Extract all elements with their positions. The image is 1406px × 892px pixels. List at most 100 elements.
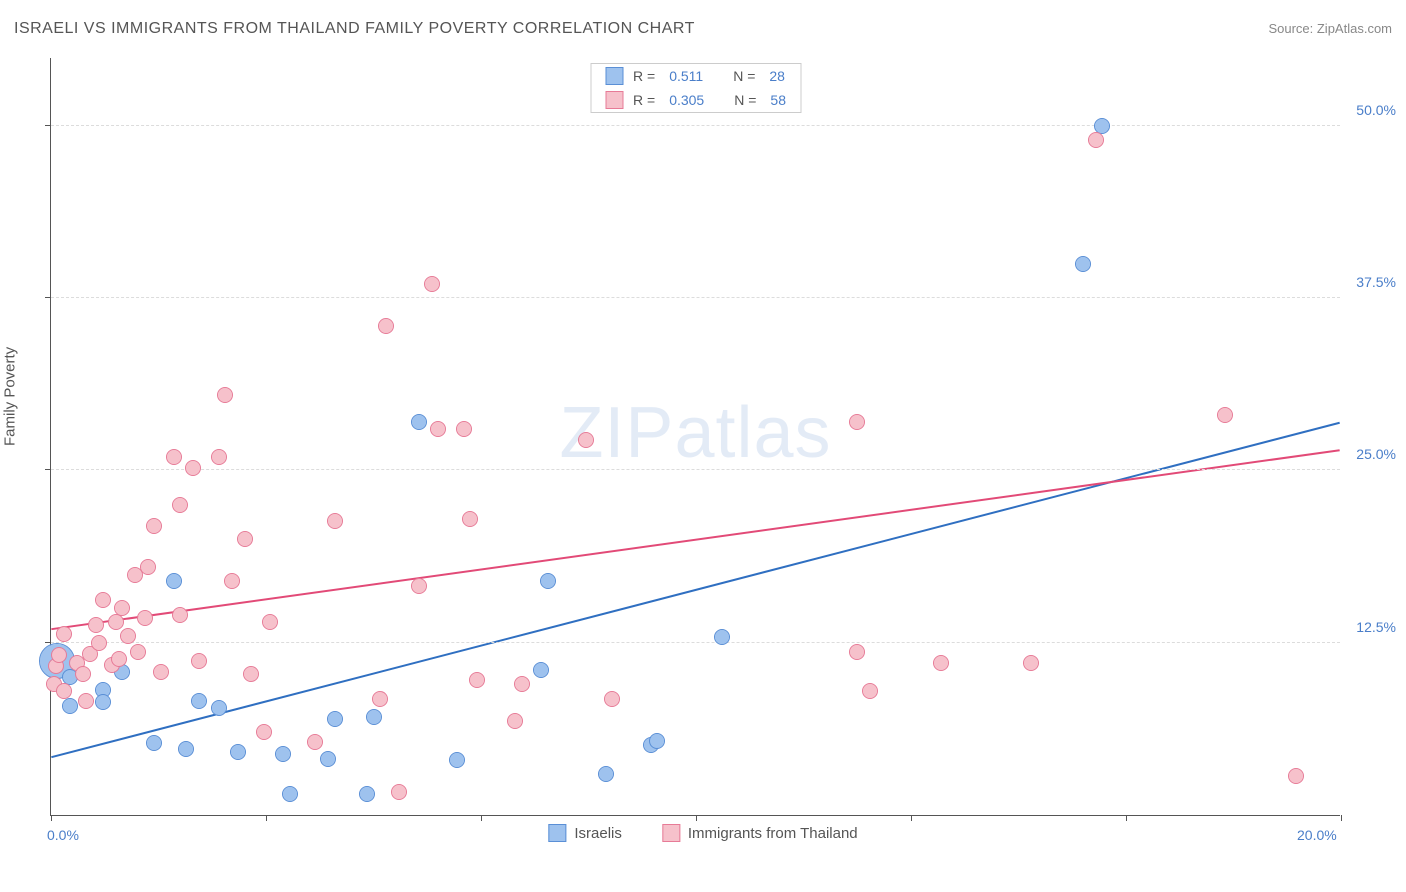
series-label: Immigrants from Thailand: [688, 825, 858, 842]
x-tick-label: 0.0%: [47, 827, 79, 843]
data-point: [91, 635, 107, 651]
legend-row: R = 0.511 N = 28: [591, 64, 800, 88]
data-point: [95, 694, 111, 710]
watermark-part1: ZIP: [559, 392, 674, 472]
data-point: [78, 693, 94, 709]
data-point: [262, 614, 278, 630]
data-point: [862, 683, 878, 699]
data-point: [849, 414, 865, 430]
series-legend: Israelis Immigrants from Thailand: [548, 824, 857, 842]
x-tick: [696, 815, 697, 821]
data-point: [95, 592, 111, 608]
grid-line: [51, 469, 1340, 470]
y-axis-title: Family Poverty: [2, 347, 19, 446]
x-tick-label: 20.0%: [1297, 827, 1337, 843]
data-point: [359, 786, 375, 802]
trend-lines-layer: [51, 58, 1340, 815]
data-point: [649, 733, 665, 749]
y-tick: [45, 642, 51, 643]
data-point: [146, 518, 162, 534]
legend-r-value: 0.511: [669, 68, 703, 84]
data-point: [191, 693, 207, 709]
legend-n-label: N =: [733, 68, 755, 84]
data-point: [320, 751, 336, 767]
x-tick: [911, 815, 912, 821]
data-point: [256, 724, 272, 740]
data-point: [230, 744, 246, 760]
data-point: [56, 626, 72, 642]
legend-swatch: [662, 824, 680, 842]
watermark: ZIPatlas: [559, 391, 831, 473]
correlation-legend: R =0.511N =28R =0.305N =58: [590, 63, 801, 113]
data-point: [540, 573, 556, 589]
legend-r-label: R =: [633, 68, 655, 84]
data-point: [114, 600, 130, 616]
data-point: [178, 741, 194, 757]
data-point: [933, 655, 949, 671]
data-point: [327, 711, 343, 727]
legend-row: R =0.305N =58: [591, 88, 800, 112]
data-point: [211, 449, 227, 465]
data-point: [469, 672, 485, 688]
data-point: [327, 513, 343, 529]
data-point: [191, 653, 207, 669]
y-tick: [45, 297, 51, 298]
data-point: [172, 607, 188, 623]
data-point: [411, 578, 427, 594]
grid-line: [51, 642, 1340, 643]
grid-line: [51, 297, 1340, 298]
data-point: [578, 432, 594, 448]
data-point: [378, 318, 394, 334]
legend-swatch: [605, 91, 623, 109]
data-point: [185, 460, 201, 476]
data-point: [88, 617, 104, 633]
legend-r-label: R =: [633, 92, 655, 108]
x-tick: [481, 815, 482, 821]
data-point: [424, 276, 440, 292]
legend-n-value: 28: [769, 68, 785, 84]
y-tick-label: 37.5%: [1356, 274, 1396, 290]
data-point: [237, 531, 253, 547]
data-point: [166, 449, 182, 465]
series-legend-item: Israelis: [548, 824, 622, 842]
data-point: [217, 387, 233, 403]
watermark-part2: atlas: [674, 392, 831, 472]
data-point: [62, 698, 78, 714]
data-point: [1088, 132, 1104, 148]
data-point: [411, 414, 427, 430]
chart-title: ISRAELI VS IMMIGRANTS FROM THAILAND FAMI…: [14, 20, 695, 38]
data-point: [391, 784, 407, 800]
legend-n-label: N =: [734, 92, 756, 108]
data-point: [1075, 256, 1091, 272]
data-point: [456, 421, 472, 437]
series-legend-item: Immigrants from Thailand: [662, 824, 858, 842]
y-tick-label: 50.0%: [1356, 102, 1396, 118]
x-tick: [51, 815, 52, 821]
data-point: [307, 734, 323, 750]
data-point: [140, 559, 156, 575]
legend-swatch: [605, 67, 623, 85]
source-attribution: Source: ZipAtlas.com: [1268, 21, 1392, 36]
x-tick: [1126, 815, 1127, 821]
data-point: [111, 651, 127, 667]
data-point: [849, 644, 865, 660]
trend-line: [51, 423, 1339, 757]
data-point: [533, 662, 549, 678]
data-point: [598, 766, 614, 782]
y-tick-label: 12.5%: [1356, 619, 1396, 635]
data-point: [75, 666, 91, 682]
data-point: [146, 735, 162, 751]
data-point: [224, 573, 240, 589]
data-point: [366, 709, 382, 725]
data-point: [449, 752, 465, 768]
legend-n-value: 58: [770, 92, 786, 108]
legend-swatch: [548, 824, 566, 842]
y-tick: [45, 469, 51, 470]
data-point: [211, 700, 227, 716]
data-point: [1023, 655, 1039, 671]
x-tick: [1341, 815, 1342, 821]
series-label: Israelis: [574, 825, 622, 842]
data-point: [153, 664, 169, 680]
data-point: [166, 573, 182, 589]
data-point: [130, 644, 146, 660]
